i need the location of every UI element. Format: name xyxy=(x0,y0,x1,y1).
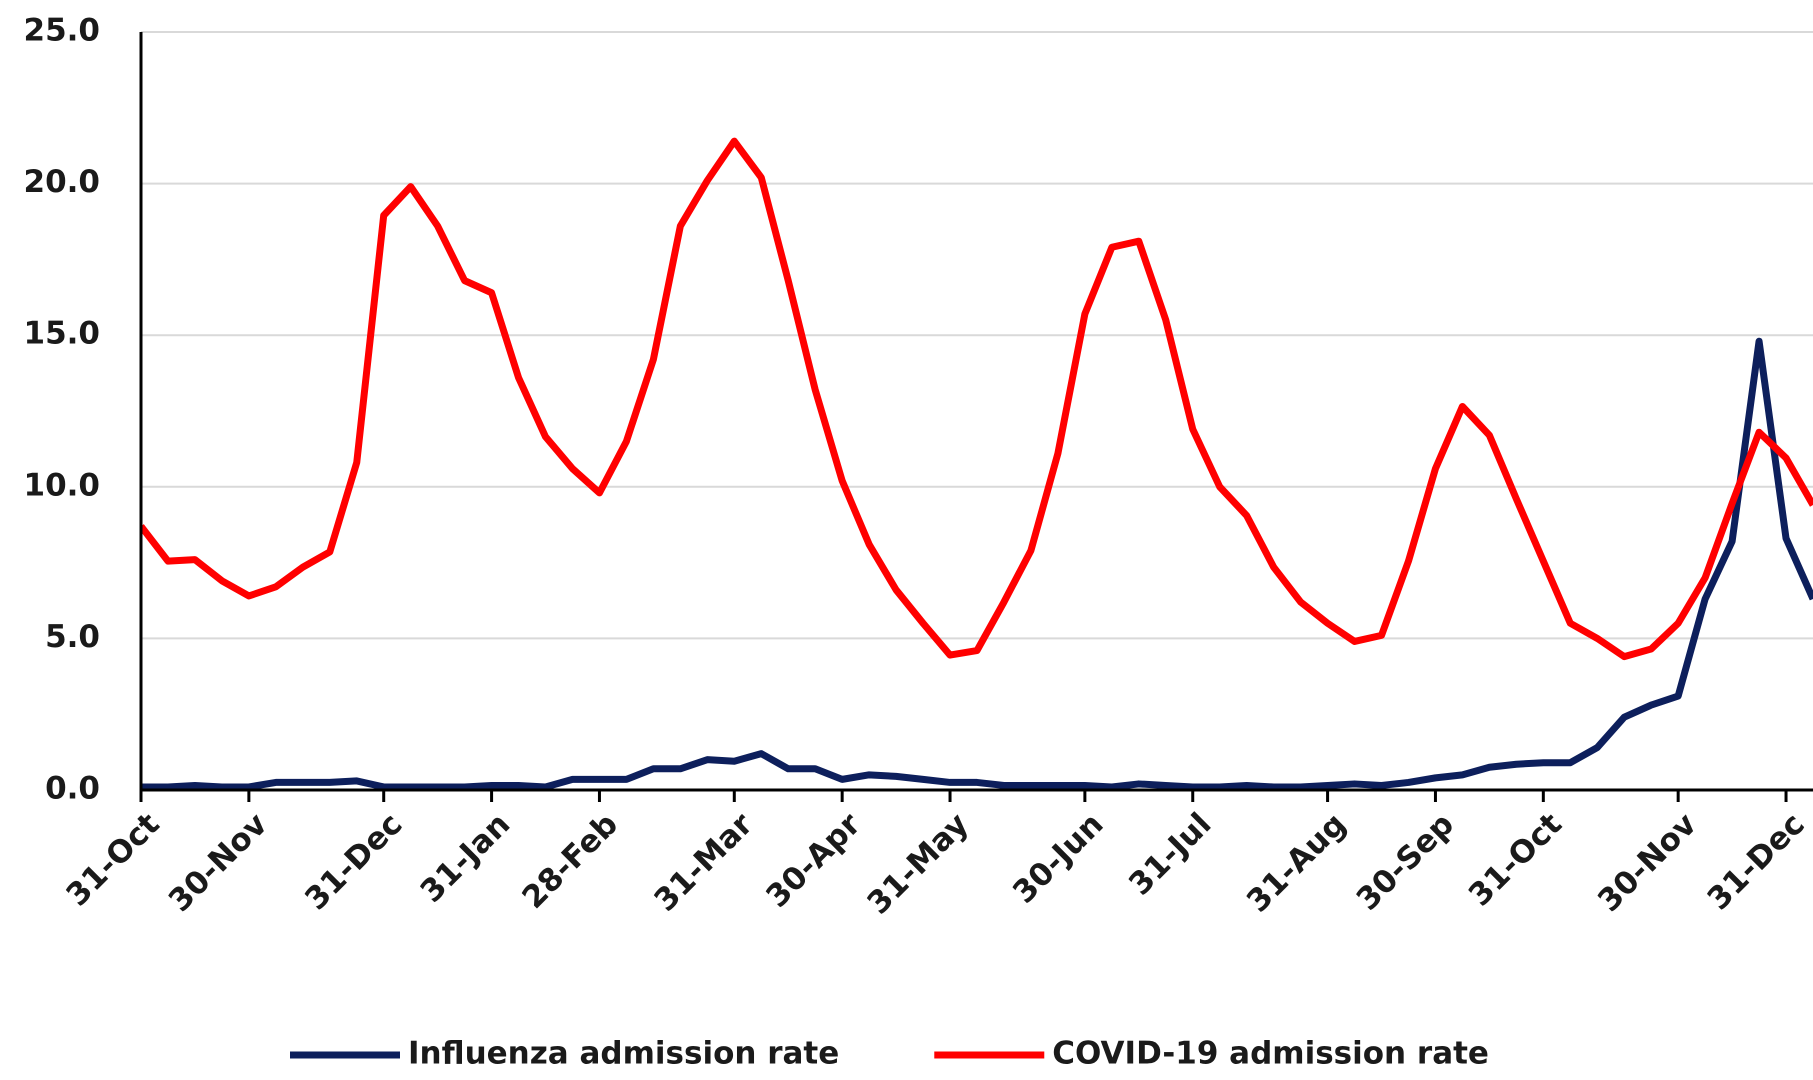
y-tick-label: 20.0 xyxy=(24,164,101,200)
plot-area xyxy=(141,137,1813,791)
x-tick-label: 31-Oct xyxy=(1462,806,1569,913)
x-tick-label: 31-Dec xyxy=(1701,806,1812,917)
y-tick-label: 15.0 xyxy=(24,316,101,352)
series-line xyxy=(141,137,1813,661)
x-tick-label: 31-May xyxy=(860,806,975,921)
x-tick-label: 30-Nov xyxy=(162,806,275,919)
x-tick-label: 31-Dec xyxy=(298,806,409,917)
x-tick-label: 30-Apr xyxy=(759,806,868,915)
y-tick-label: 10.0 xyxy=(24,467,101,503)
x-tick-label: 30-Jun xyxy=(1006,806,1110,910)
y-tick-label: 0.0 xyxy=(45,771,100,807)
series-line xyxy=(141,337,1813,791)
x-tick-label: 31-Mar xyxy=(647,806,760,919)
x-tick-label: 31-Jul xyxy=(1122,806,1218,902)
x-tick-label: 31-Jan xyxy=(414,806,518,910)
legend-label: Influenza admission rate xyxy=(408,1036,839,1072)
legend-label: COVID-19 admission rate xyxy=(1052,1036,1489,1072)
x-tick-label: 31-Oct xyxy=(59,806,166,913)
x-tick-label: 28-Feb xyxy=(515,806,625,916)
x-tick-label: 31-Aug xyxy=(1240,806,1353,919)
y-tick-label: 25.0 xyxy=(24,13,101,49)
y-tick-label: 5.0 xyxy=(45,619,100,655)
grid xyxy=(141,31,1813,791)
x-tick-label: 30-Nov xyxy=(1591,806,1704,919)
x-tick-label: 30-Sep xyxy=(1350,806,1461,917)
